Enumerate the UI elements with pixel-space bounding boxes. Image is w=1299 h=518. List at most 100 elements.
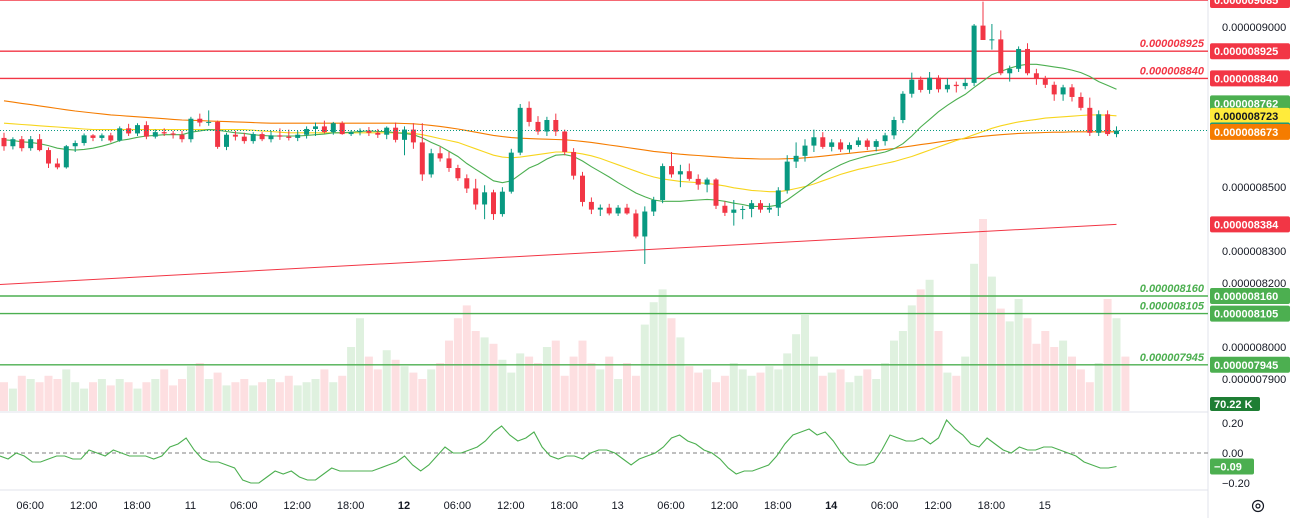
candle-body: [562, 131, 568, 152]
candle-body: [126, 128, 132, 134]
price-tag: 0.000009085: [1210, 0, 1290, 8]
oscillator-tick-label: 0.20: [1222, 418, 1243, 430]
candle-body: [215, 121, 221, 147]
volume-bar: [774, 369, 783, 411]
candle-body: [1087, 107, 1093, 133]
price-tag-label: 0.000008840: [1214, 73, 1278, 85]
candle: [722, 201, 728, 216]
candle-body: [740, 208, 746, 210]
candle-body: [241, 136, 247, 142]
candle: [419, 123, 425, 181]
time-tick-label: 18:00: [764, 500, 792, 512]
candle-body: [375, 132, 381, 135]
candle-body: [330, 123, 336, 133]
candle-body: [722, 205, 728, 213]
candle-body: [802, 145, 808, 156]
candle: [660, 163, 666, 204]
candle-body: [1033, 73, 1039, 80]
candle-body: [1096, 114, 1102, 133]
volume-bar: [631, 375, 640, 411]
time-tick-label: 15: [1039, 500, 1051, 512]
candle: [1087, 97, 1093, 136]
time-axis[interactable]: 06:00 12:00 18:00 11 06:00 12:00 18:00 12 06:00 1…: [16, 500, 1050, 512]
volume-bar: [267, 379, 275, 411]
volume-bar: [1059, 340, 1068, 411]
candlestick-series[interactable]: [1, 1, 1120, 264]
candle: [446, 152, 452, 172]
resistance-level-label: 0.000008925: [1140, 38, 1205, 50]
candle: [891, 116, 897, 140]
volume-bar: [373, 369, 382, 411]
candle: [597, 204, 603, 216]
candle: [1096, 110, 1102, 136]
candle: [1114, 126, 1119, 138]
candle: [10, 137, 16, 150]
candle: [695, 174, 701, 190]
candle: [606, 203, 612, 216]
candle: [820, 132, 826, 149]
candle: [179, 130, 185, 143]
volume-bar: [1103, 299, 1112, 411]
volume-bar: [35, 382, 44, 411]
candle: [829, 139, 835, 152]
price-tag-bg: [1210, 43, 1290, 60]
candle-body: [402, 129, 407, 140]
candle: [838, 139, 844, 152]
volume-bar: [293, 385, 302, 411]
price-tag-label: 0.000008160: [1214, 291, 1278, 303]
candle: [304, 126, 310, 139]
candle: [215, 120, 221, 149]
volume-bar: [952, 375, 961, 411]
volume-bar: [1121, 356, 1130, 411]
volume-bar: [881, 363, 890, 411]
volume-bar: [979, 219, 987, 411]
price-tag: 0.000007945: [1210, 356, 1290, 373]
price-tag: 0.000008762: [1210, 95, 1290, 112]
volume-bar: [445, 340, 453, 411]
candle-body: [927, 77, 933, 90]
price-tag-bg: [1210, 123, 1290, 140]
volume-bar: [685, 366, 694, 411]
volume-bar: [712, 382, 720, 411]
chart-settings-button[interactable]: [1248, 496, 1268, 516]
candle-body: [615, 207, 621, 214]
volume-bar: [1005, 321, 1014, 411]
oscillator-tick-label: 0.00: [1222, 448, 1243, 460]
candle-body: [54, 163, 60, 168]
candle-body: [455, 168, 461, 179]
volume-tag-label: 70.22 K: [1214, 399, 1253, 411]
candle-body: [143, 125, 149, 137]
candle: [953, 81, 959, 93]
candle: [749, 200, 755, 218]
candle: [126, 123, 132, 136]
candle-body: [72, 143, 78, 147]
candle-body: [829, 142, 835, 147]
candle-body: [108, 135, 114, 141]
candle-body: [847, 144, 852, 150]
price-tag-bg: [1210, 288, 1290, 304]
candle: [1025, 43, 1030, 76]
candle: [633, 209, 639, 239]
candle-body: [99, 135, 105, 138]
volume-bar: [783, 353, 792, 411]
candle: [980, 1, 986, 40]
volume-bar: [578, 340, 587, 411]
time-tick-label: 11: [185, 500, 196, 512]
volume-bar: [142, 382, 151, 411]
candle-body: [482, 192, 488, 205]
volume-bar: [507, 372, 516, 411]
volume-bar: [8, 388, 17, 411]
candle: [375, 128, 381, 138]
candle-body: [437, 153, 443, 159]
price-axis[interactable]: 0.000009000 0.000008500 0.000008300 0.00000…: [1210, 0, 1290, 490]
candle: [410, 123, 416, 149]
price-tag-bg: [1210, 107, 1290, 124]
candle-body: [758, 203, 763, 210]
candle: [1, 132, 7, 151]
support-level-label: 0.000008160: [1140, 283, 1205, 295]
candle-body: [464, 178, 470, 189]
volume-histogram: [0, 219, 1130, 411]
candle-body: [473, 188, 479, 205]
candle-body: [624, 207, 630, 214]
